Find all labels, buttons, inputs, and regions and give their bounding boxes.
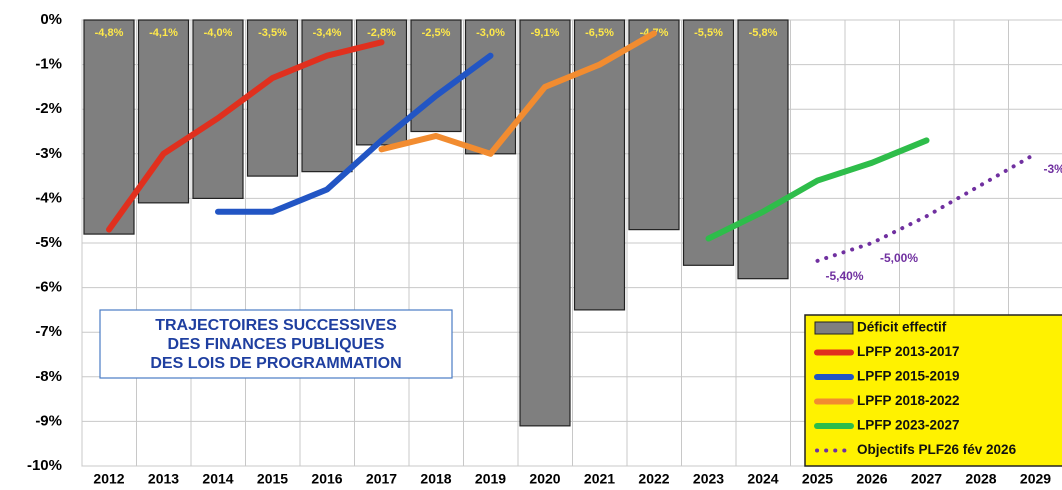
line bbox=[705, 137, 930, 242]
value-label: -5,5% bbox=[694, 27, 723, 39]
line bbox=[215, 52, 494, 215]
value-label: -3,0% bbox=[476, 27, 505, 39]
x-tick-label: 2024 bbox=[747, 471, 778, 487]
bar bbox=[628, 19, 680, 231]
bar bbox=[83, 19, 135, 235]
x-tick-label: 2015 bbox=[257, 471, 288, 487]
bar bbox=[682, 19, 735, 266]
y-tick-label: 0% bbox=[40, 11, 62, 28]
value-label: -9,1% bbox=[531, 27, 560, 39]
value-label: -2,5% bbox=[422, 27, 451, 39]
value-label: -2,8% bbox=[367, 27, 396, 39]
value-label: -5,8% bbox=[749, 27, 778, 39]
y-tick-label: -6% bbox=[35, 279, 62, 296]
legend-box bbox=[804, 314, 1062, 467]
legend-label: LPFP 2015-2019 bbox=[857, 369, 960, 384]
x-tick-label: 2021 bbox=[584, 471, 615, 487]
x-tick-label: 2023 bbox=[693, 471, 724, 487]
legend-label: Déficit effectif bbox=[857, 320, 947, 335]
y-tick-label: -5% bbox=[35, 234, 62, 251]
y-tick-label: -3% bbox=[35, 145, 62, 162]
x-tick-label: 2029 bbox=[1020, 471, 1051, 487]
legend-label: LPFP 2023-2027 bbox=[857, 418, 960, 433]
legend-label: LPFP 2018-2022 bbox=[857, 393, 960, 408]
value-label: -4,1% bbox=[149, 27, 178, 39]
x-tick-label: 2020 bbox=[529, 471, 560, 487]
bar bbox=[301, 19, 353, 173]
line bbox=[378, 30, 657, 157]
value-label: -4,8% bbox=[95, 27, 124, 39]
legend-swatch bbox=[814, 321, 854, 335]
annotation: DES LOIS DE PROGRAMMATION bbox=[150, 355, 401, 372]
x-tick-label: 2018 bbox=[420, 471, 451, 487]
bar bbox=[246, 19, 299, 177]
value-label: -5,00% bbox=[880, 251, 918, 265]
value-label: -5,40% bbox=[826, 269, 864, 283]
value-label: -3,4% bbox=[313, 27, 342, 39]
x-tick-label: 2019 bbox=[475, 471, 506, 487]
annotation: DES FINANCES PUBLIQUES bbox=[168, 336, 385, 353]
x-tick-label: 2013 bbox=[148, 471, 179, 487]
x-tick-label: 2016 bbox=[311, 471, 342, 487]
x-tick-label: 2022 bbox=[638, 471, 669, 487]
annotation-box bbox=[99, 309, 453, 379]
y-tick-label: -7% bbox=[35, 323, 62, 340]
line bbox=[106, 39, 385, 233]
x-tick-label: 2017 bbox=[366, 471, 397, 487]
bar bbox=[192, 19, 244, 199]
bar bbox=[737, 19, 789, 280]
x-tick-label: 2028 bbox=[965, 471, 996, 487]
value-label: -3% bbox=[1044, 162, 1062, 176]
y-tick-label: -1% bbox=[35, 56, 62, 73]
x-tick-label: 2026 bbox=[856, 471, 887, 487]
value-label: -3,5% bbox=[258, 27, 287, 39]
value-label: -6,5% bbox=[585, 27, 614, 39]
y-tick-label: -2% bbox=[35, 100, 62, 117]
y-tick-label: -4% bbox=[35, 189, 62, 206]
x-tick-label: 2012 bbox=[93, 471, 124, 487]
x-tick-label: 2025 bbox=[802, 471, 833, 487]
line bbox=[815, 151, 1038, 263]
legend-label: Objectifs PLF26 fév 2026 bbox=[857, 442, 1017, 457]
y-tick-label: -9% bbox=[35, 412, 62, 429]
legend-label: LPFP 2013-2017 bbox=[857, 344, 960, 359]
y-tick-label: -10% bbox=[27, 457, 62, 474]
y-tick-label: -8% bbox=[35, 368, 62, 385]
annotation: TRAJECTOIRES SUCCESSIVES bbox=[155, 317, 397, 334]
x-tick-label: 2027 bbox=[911, 471, 942, 487]
value-label: -4,0% bbox=[204, 27, 233, 39]
x-tick-label: 2014 bbox=[202, 471, 233, 487]
